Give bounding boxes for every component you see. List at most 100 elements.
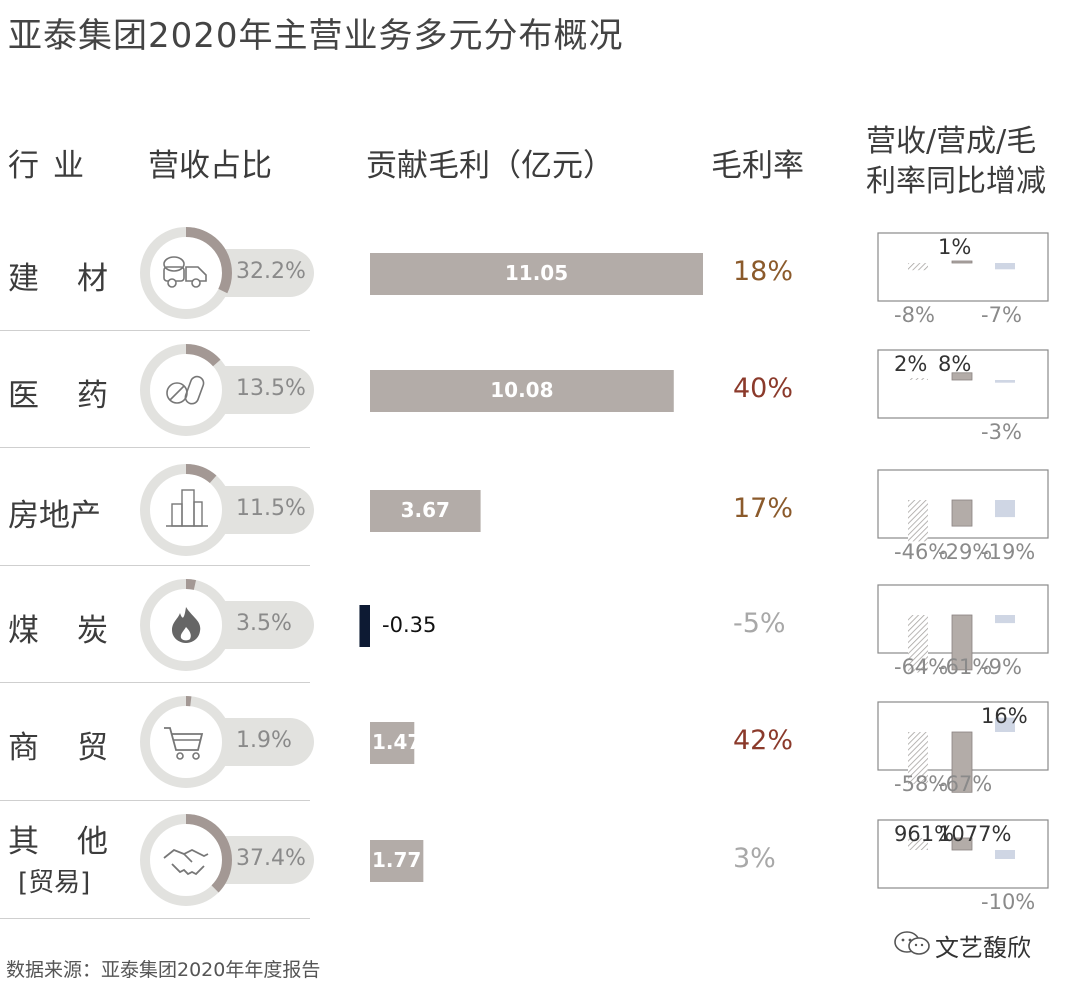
yoy-label-cost-1: 8%: [938, 352, 972, 376]
cement-mixer-truck-icon: [163, 256, 207, 288]
yoy-cost-bar: [951, 614, 973, 671]
profit-bar-negative: [359, 605, 370, 647]
yoy-label-margin-2: -19%: [981, 540, 1036, 564]
row-divider: [0, 447, 310, 448]
share-label-1: 13.5%: [236, 376, 306, 401]
share-label-4: 1.9%: [236, 728, 292, 753]
row-divider: [0, 918, 310, 919]
profit-bar: [370, 370, 674, 412]
yoy-revenue-bar: [908, 263, 928, 271]
yoy-box: [877, 819, 1049, 889]
yoy-label-revenue-3: -64%: [894, 655, 949, 679]
chart-title: 亚泰集团2020年主营业务多元分布概况: [8, 16, 624, 56]
yoy-cost-bar: [951, 731, 973, 793]
share-label-5: 37.4%: [236, 846, 306, 871]
yoy-label-revenue-4: -58%: [894, 772, 949, 796]
margin-label-5: 3%: [733, 843, 776, 874]
watermark: 文艺馥欣: [935, 934, 1031, 962]
header-yoy-line2: 利率同比增减: [866, 164, 1046, 199]
yoy-cost-bar: [951, 260, 973, 264]
yoy-box: [877, 232, 1049, 302]
margin-label-0: 18%: [733, 256, 794, 287]
yoy-label-revenue-1: 2%: [894, 352, 928, 376]
yoy-label-revenue-0: -8%: [894, 303, 935, 327]
row-label-2: 房地产: [8, 498, 101, 534]
source-note: 数据来源：亚泰集团2020年年度报告: [6, 959, 321, 981]
profit-bar: [370, 253, 703, 295]
yoy-revenue-bar: [908, 732, 928, 785]
header-revenue-share: 营收占比: [148, 148, 272, 184]
profit-label-2: 3.67: [400, 498, 450, 522]
donut-track: [140, 696, 232, 788]
margin-label-2: 17%: [733, 493, 794, 524]
row-label-sub-5: [贸易]: [18, 868, 91, 898]
buildings-icon: [166, 489, 208, 527]
profit-label-3: -0.35: [382, 613, 437, 637]
yoy-label-revenue-5: 961%: [894, 822, 955, 846]
yoy-margin-bar: [995, 850, 1015, 859]
yoy-label-margin-0: -7%: [981, 303, 1022, 327]
share-label-0: 32.2%: [236, 259, 306, 284]
yoy-margin-bar: [995, 500, 1015, 518]
donut-share-arc: [140, 464, 232, 556]
yoy-cost-bar: [951, 372, 973, 381]
profit-label-0: 11.05: [504, 261, 569, 285]
shopping-cart-icon: [164, 727, 204, 760]
profit-label-1: 10.08: [490, 378, 554, 402]
yoy-label-margin-4: 16%: [981, 704, 1028, 728]
yoy-margin-bar: [995, 615, 1015, 624]
yoy-margin-bar: [995, 717, 1015, 732]
yoy-label-margin-1: -3%: [981, 420, 1022, 444]
header-gross-profit: 贡献毛利（亿元）: [366, 148, 614, 184]
share-label-2: 11.5%: [236, 496, 306, 521]
yoy-label-cost-2: -29%: [938, 540, 993, 564]
margin-label-4: 42%: [733, 725, 794, 756]
header-yoy-line1: 营收/营成/毛: [866, 124, 1037, 159]
margin-label-3: -5%: [733, 608, 786, 639]
row-label-1: 医药: [8, 378, 146, 414]
row-divider: [0, 800, 310, 801]
yoy-box: [877, 349, 1049, 419]
handshake-icon: [163, 848, 209, 876]
donut-share-arc: [140, 579, 232, 671]
row-label-3: 煤炭: [8, 613, 146, 649]
row-divider: [0, 565, 310, 566]
flame-icon: [172, 607, 201, 643]
yoy-revenue-bar: [908, 500, 928, 542]
yoy-margin-bar: [995, 380, 1015, 383]
row-divider: [0, 330, 310, 331]
row-label-5: 其他: [8, 824, 146, 860]
donut-share-arc: [140, 344, 232, 436]
donut-share-arc: [140, 696, 232, 788]
yoy-revenue-bar: [908, 615, 928, 673]
yoy-label-cost-5: 1077%: [938, 822, 1012, 846]
profit-bar: [370, 490, 481, 532]
row-label-4: 商贸: [8, 730, 146, 766]
yoy-margin-bar: [995, 263, 1015, 270]
yoy-cost-bar: [951, 837, 973, 851]
row-label-0: 建材: [8, 261, 146, 297]
yoy-label-cost-3: -61%: [938, 655, 993, 679]
profit-bar: [370, 840, 424, 882]
donut-share-arc: [140, 814, 232, 906]
yoy-label-margin-3: -9%: [981, 655, 1022, 679]
donut-share-arc: [140, 227, 232, 319]
share-label-3: 3.5%: [236, 611, 292, 636]
row-divider: [0, 682, 310, 683]
wechat-icon: [894, 931, 930, 955]
header-yoy: 营收/营成/毛 利率同比增减: [866, 122, 1080, 202]
yoy-label-revenue-2: -46%: [894, 540, 949, 564]
header-industry: 行业: [8, 148, 98, 184]
yoy-revenue-bar: [908, 378, 928, 380]
pill-capsule-icon: [166, 375, 205, 405]
donut-track: [140, 464, 232, 556]
yoy-cost-bar: [951, 499, 973, 527]
yoy-label-cost-4: -67%: [938, 772, 993, 796]
profit-label-4: 1.47: [372, 730, 422, 754]
profit-label-5: 1.77: [372, 848, 422, 872]
header-margin: 毛利率: [711, 148, 804, 184]
margin-label-1: 40%: [733, 373, 794, 404]
profit-bar: [370, 722, 415, 764]
